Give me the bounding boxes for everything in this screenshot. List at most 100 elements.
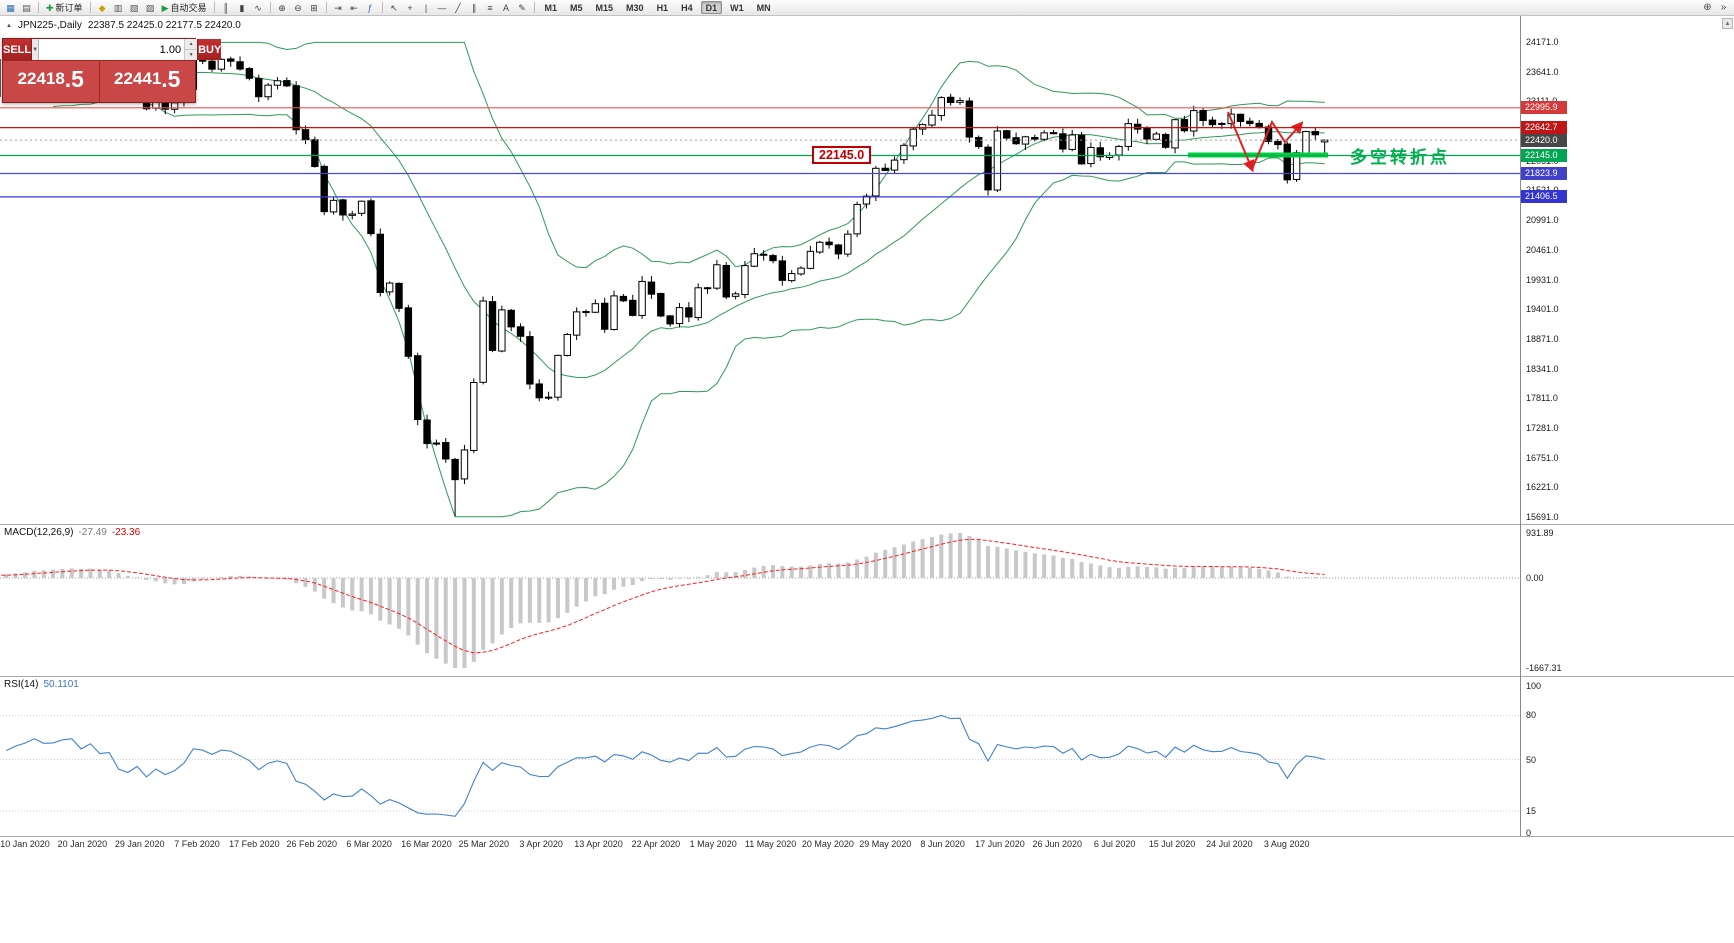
metaquotes-button[interactable]: ◆ <box>95 1 110 15</box>
toolbar-separator <box>89 2 91 13</box>
toolbar-separator <box>325 2 327 13</box>
bar-chart-button[interactable]: ║ <box>219 1 234 15</box>
timeframe-m15-button[interactable]: M15 <box>595 2 614 13</box>
trendline-icon: ╱ <box>455 2 461 13</box>
volume-decrease-button[interactable]: ▼ <box>185 49 198 60</box>
symbol-name: JPN225-,Daily <box>17 20 82 31</box>
toolbar-overflow-button[interactable]: » <box>1720 2 1727 13</box>
buy-price-main: 22441 <box>114 69 162 88</box>
autotrading-label: 自动交易 <box>170 3 207 13</box>
cursor-button[interactable]: ↖ <box>387 1 402 15</box>
zoom-out-icon: ⊖ <box>294 2 302 13</box>
chart-symbol-label: ▲ JPN225-,Daily 22387.5 22425.0 22177.5 … <box>6 20 241 31</box>
new-order-icon: ✚ <box>46 2 54 13</box>
new-order-label: 新订单 <box>55 3 83 13</box>
rsi-indicator-label: RSI(14) 50.1101 <box>4 679 79 690</box>
tile-windows-button[interactable]: ⊞ <box>307 1 322 15</box>
bar-chart-icon: ║ <box>222 2 230 13</box>
arrows-button[interactable]: ✎ <box>515 1 530 15</box>
chevron-down-icon: ▼ <box>32 46 39 53</box>
sell-price-main: 22418 <box>17 69 65 88</box>
crosshair-icon: + <box>407 2 413 13</box>
new-order-button[interactable]: ✚ 新订单 <box>43 1 86 15</box>
profiles-icon: ▤ <box>22 2 31 13</box>
data-window-icon: ▧ <box>129 2 139 13</box>
text-button[interactable]: A <box>499 1 514 15</box>
timeframe-m1-button[interactable]: M1 <box>544 2 558 13</box>
macd-indicator-label: MACD(12,26,9) -27.49 -23.36 <box>4 527 140 538</box>
fibonacci-icon: ≡ <box>487 2 493 13</box>
new-chart-icon: ▦ <box>6 2 15 13</box>
line-chart-button[interactable]: ∿ <box>251 1 266 15</box>
buy-price-button[interactable]: 22441 .5 <box>100 61 196 102</box>
autotrading-button[interactable]: ▶ 自动交易 <box>159 1 210 15</box>
zoom-out-button[interactable]: ⊖ <box>291 1 306 15</box>
timeframe-m30-button[interactable]: M30 <box>626 2 644 13</box>
symbol-marker-icon: ▲ <box>6 22 12 29</box>
toolbar-separator <box>269 2 271 13</box>
navigator-button[interactable]: ▨ <box>143 1 158 15</box>
toolbar-separator <box>213 2 215 13</box>
toolbar: ▦ ▤ ✚ 新订单 ◆ ▥ ▧ ▨ ▶ 自动交易 ║ ▮ ∿ ⊕ ⊖ ⊞ ⇥ ⇤ ƒ ↖ + | — ╱ ∥ ≡ A ✎ M1 M5 M15… <box>0 0 1734 16</box>
line-chart-icon: ∿ <box>254 2 262 13</box>
candlestick-chart-icon: ▮ <box>239 2 245 13</box>
text-icon: A <box>502 2 509 13</box>
tile-windows-icon: ⊞ <box>310 2 318 13</box>
channel-icon: ∥ <box>471 2 477 13</box>
rsi-value: 50.1101 <box>43 679 79 690</box>
toolbar-separator <box>533 2 535 13</box>
turning-point-annotation: 多空转折点 <box>1350 148 1450 167</box>
horizontal-line-icon: — <box>437 2 447 13</box>
metaquotes-icon: ◆ <box>98 2 106 13</box>
rsi-pane-separator[interactable] <box>0 676 1734 677</box>
rsi-name: RSI(14) <box>4 679 39 690</box>
candlestick-chart-button[interactable]: ▮ <box>235 1 250 15</box>
price-level-callout: 22145.0 <box>812 146 872 164</box>
crosshair-button[interactable]: + <box>403 1 418 15</box>
arrows-icon: ✎ <box>518 2 526 13</box>
volume-input[interactable] <box>39 39 185 60</box>
cursor-icon: ↖ <box>390 2 398 13</box>
sell-price-frac: .5 <box>64 66 84 92</box>
buy-button[interactable]: BUY <box>197 39 222 60</box>
vertical-line-button[interactable]: | <box>419 1 434 15</box>
data-window-button[interactable]: ▧ <box>127 1 142 15</box>
timeframe-d1-button[interactable]: D1 <box>700 1 723 14</box>
chart-shift-button[interactable]: ⇤ <box>347 1 362 15</box>
timeframe-mn-button[interactable]: MN <box>756 2 771 13</box>
market-watch-icon: ▥ <box>113 2 123 13</box>
order-panel-controls-row: SELL ▼ ▲ ▼ BUY <box>3 39 222 61</box>
indicators-button[interactable]: ƒ <box>363 1 378 15</box>
auto-scroll-icon: ⇥ <box>334 2 342 13</box>
profiles-button[interactable]: ▤ <box>19 1 34 15</box>
vertical-line-icon: | <box>424 2 428 13</box>
trendline-button[interactable]: ╱ <box>451 1 466 15</box>
volume-increase-button[interactable]: ▲ <box>185 39 198 49</box>
macd-pane-separator[interactable] <box>0 524 1734 525</box>
buy-price-frac: .5 <box>161 66 181 92</box>
chart-shift-icon: ⇤ <box>350 2 358 13</box>
toolbar-zoom-button[interactable]: ⊕ <box>1703 2 1712 13</box>
sell-price-button[interactable]: 22418 .5 <box>3 61 100 102</box>
zoom-in-button[interactable]: ⊕ <box>275 1 290 15</box>
new-chart-button[interactable]: ▦ <box>3 1 18 15</box>
timeframe-h1-button[interactable]: H1 <box>656 2 669 13</box>
auto-scroll-button[interactable]: ⇥ <box>331 1 346 15</box>
one-click-trading-panel: SELL ▼ ▲ ▼ BUY 22418 .5 22441 .5 <box>2 38 222 103</box>
macd-name: MACD(12,26,9) <box>4 527 74 538</box>
fibonacci-button[interactable]: ≡ <box>483 1 498 15</box>
order-dropdown-button[interactable]: ▼ <box>32 39 40 60</box>
market-watch-button[interactable]: ▥ <box>111 1 126 15</box>
timeframe-h4-button[interactable]: H4 <box>681 2 693 13</box>
horizontal-line-button[interactable]: — <box>435 1 450 15</box>
volume-box: ▲ ▼ <box>39 39 198 60</box>
sell-button[interactable]: SELL <box>3 39 33 60</box>
date-axis-separator <box>0 836 1734 837</box>
timeframe-w1-button[interactable]: W1 <box>730 2 744 13</box>
channel-button[interactable]: ∥ <box>467 1 482 15</box>
timeframe-m5-button[interactable]: M5 <box>570 2 583 13</box>
scroll-up-button[interactable]: ▲ <box>1722 18 1733 29</box>
